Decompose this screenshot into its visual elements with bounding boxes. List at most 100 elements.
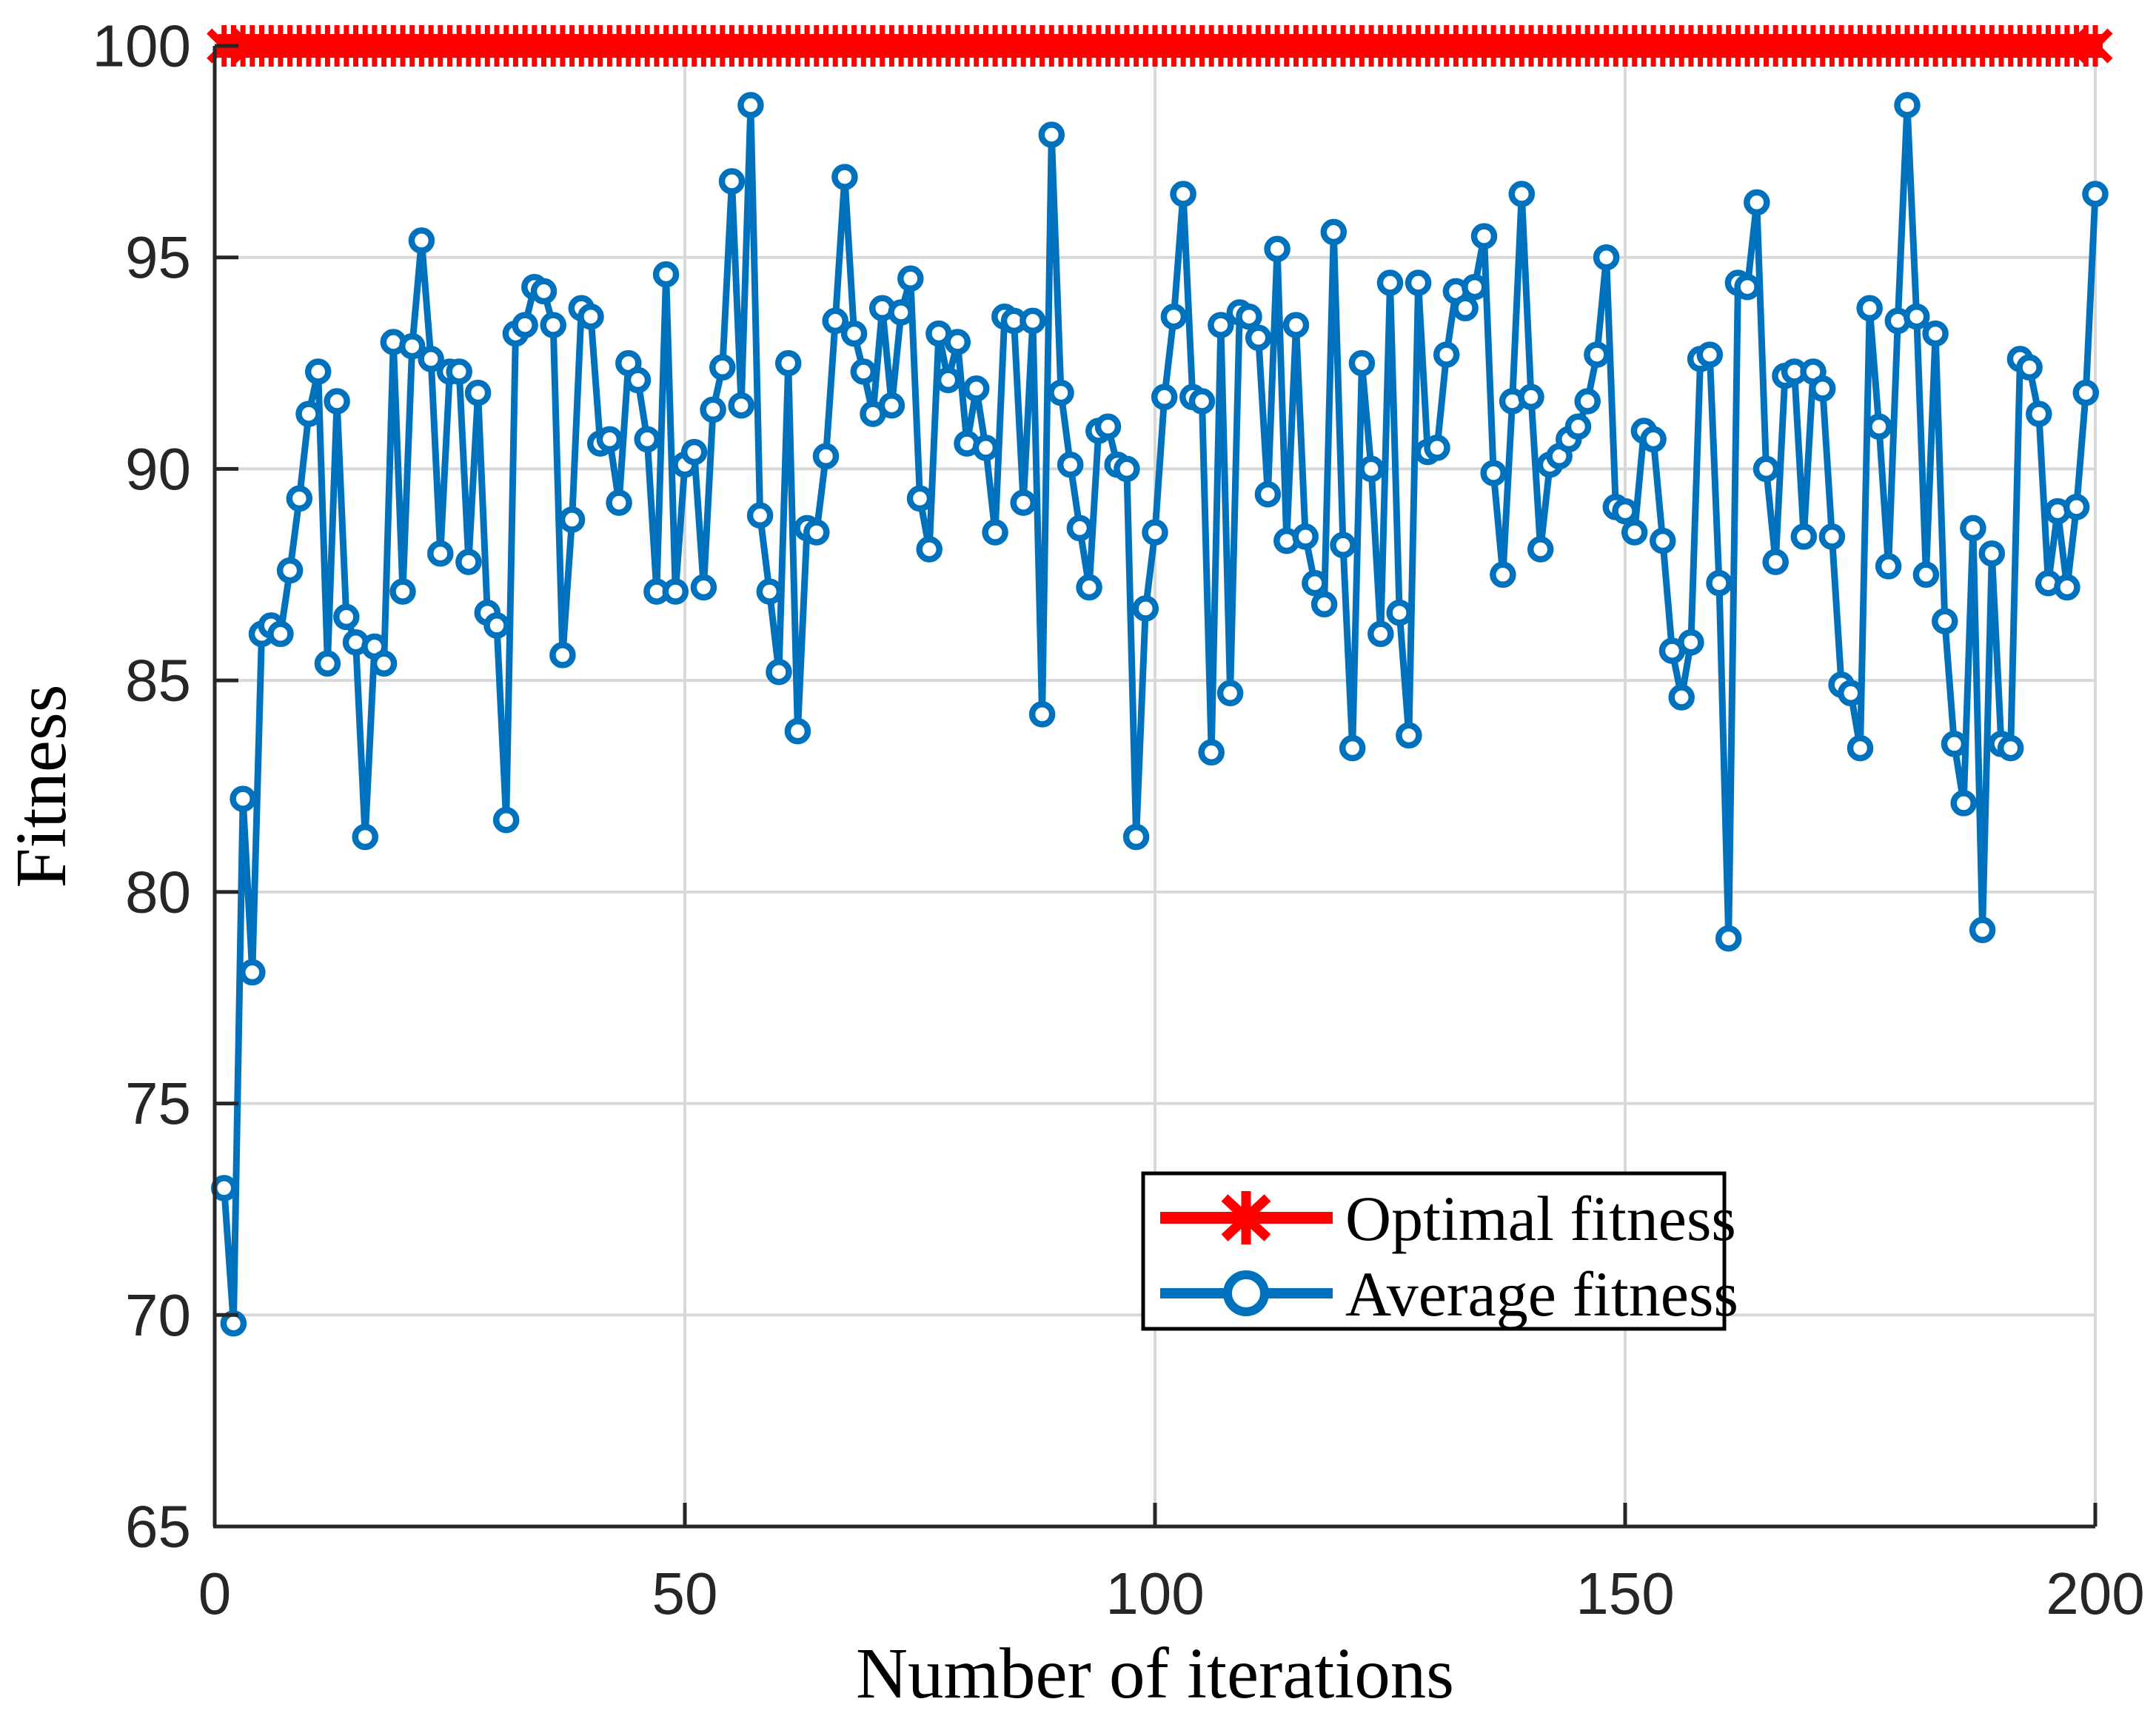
data-point-marker: [1302, 569, 1328, 597]
data-point-marker: [1358, 455, 1385, 483]
average-fitness-line: [221, 101, 2099, 1327]
data-point-marker: [446, 358, 472, 385]
data-point-marker: [1640, 426, 1667, 453]
y-tick-label: 90: [125, 436, 191, 502]
data-point-marker: [1348, 349, 1376, 377]
data-point-marker: [1894, 92, 1921, 118]
data-point-marker: [1452, 295, 1479, 322]
data-point-marker: [540, 312, 566, 338]
data-point-marker: [737, 92, 764, 118]
data-point-marker: [822, 307, 848, 335]
data-point-marker: [1574, 388, 1601, 415]
data-point-marker: [1216, 680, 1244, 707]
data-point-marker: [1997, 734, 2024, 762]
asterisk-stroke-d2: [1221, 1194, 1271, 1241]
data-point-marker: [1932, 608, 1958, 634]
data-point-marker: [831, 164, 858, 190]
data-point-marker: [1405, 269, 1432, 296]
data-point-marker: [333, 603, 360, 631]
data-point-marker: [1969, 916, 1996, 944]
data-point-marker: [1020, 307, 1046, 335]
data-point-marker: [1960, 515, 1986, 542]
data-point-marker: [624, 366, 652, 394]
data-point-marker: [1818, 523, 1846, 550]
data-point-marker: [1706, 569, 1732, 597]
data-point-marker: [464, 379, 492, 406]
data-point-marker: [314, 650, 341, 677]
data-point-marker: [897, 265, 924, 292]
data-point-marker: [418, 346, 444, 372]
y-tick-label: 75: [125, 1070, 191, 1136]
data-point-marker: [1866, 413, 1892, 440]
data-point-marker: [1480, 460, 1507, 486]
data-point-marker: [1490, 561, 1516, 589]
y-tick-label: 65: [125, 1494, 191, 1560]
data-point-marker: [512, 312, 538, 338]
data-point-marker: [1151, 383, 1178, 411]
data-point-marker: [324, 388, 350, 415]
data-point-marker: [709, 354, 736, 381]
data-point-marker: [1198, 739, 1225, 766]
data-point-marker: [1875, 553, 1902, 580]
x-tick-label: 50: [652, 1561, 718, 1626]
data-point-marker: [1424, 435, 1450, 461]
data-point-marker: [286, 485, 313, 512]
optimal-end-asterisk: [2078, 28, 2113, 64]
data-point-marker: [1752, 455, 1780, 483]
data-point-marker: [210, 1175, 238, 1201]
data-point-marker: [1527, 536, 1554, 563]
data-point-marker: [662, 578, 689, 605]
data-point-marker: [1048, 379, 1074, 406]
data-point-marker: [652, 261, 680, 288]
data-point-marker: [1912, 561, 1940, 589]
data-point-marker: [1310, 591, 1338, 618]
data-point-marker: [1856, 295, 1883, 322]
data-point-marker: [1282, 312, 1310, 338]
y-tick-label: 95: [125, 224, 191, 290]
data-point-marker: [812, 443, 840, 470]
data-point-marker: [606, 489, 632, 516]
data-point-marker: [972, 435, 1000, 461]
data-point-marker: [906, 485, 934, 512]
data-point-marker: [916, 536, 943, 563]
data-point-marker: [1245, 324, 1272, 352]
data-point-marker: [276, 557, 304, 584]
data-point-marker: [1010, 489, 1037, 516]
data-point-marker: [389, 578, 416, 605]
data-point-marker: [1696, 341, 1724, 368]
legend-label-optimal: Optimal fitness: [1345, 1183, 1736, 1254]
data-point-marker: [2016, 354, 2043, 381]
data-point-marker: [239, 959, 266, 986]
data-point-marker: [352, 823, 378, 851]
data-point-marker: [2026, 400, 2052, 427]
data-point-marker: [850, 358, 877, 385]
data-point-marker: [934, 366, 962, 394]
data-point-marker: [1941, 731, 1968, 757]
y-tick-label: 100: [93, 13, 191, 79]
data-point-marker: [2063, 494, 2090, 520]
data-point-marker: [944, 329, 971, 355]
data-point-marker: [1922, 320, 1949, 347]
data-point-marker: [1838, 680, 1864, 707]
x-tick-label: 100: [1105, 1561, 1204, 1626]
data-point-marker: [1376, 269, 1404, 296]
data-point-marker: [455, 549, 482, 575]
data-point-marker: [2054, 574, 2080, 601]
data-point-marker: [1396, 722, 1422, 749]
data-point-marker: [1028, 701, 1056, 728]
data-point-marker: [1903, 303, 1930, 330]
data-point-marker: [878, 392, 905, 419]
plot-area: 0 50 100 150 200 65 70 75 80 85 90 95 100: [93, 13, 2145, 1627]
data-point-marker: [1188, 388, 1216, 415]
data-point-marker: [549, 642, 576, 668]
data-point-marker: [1076, 574, 1102, 601]
data-point-marker: [1208, 312, 1234, 338]
data-point-marker: [427, 540, 454, 567]
y-axis-label: Fitness: [1, 685, 81, 888]
data-point-marker: [267, 620, 294, 648]
data-point-marker: [1292, 523, 1319, 550]
data-point-marker: [962, 375, 990, 402]
data-point-marker: [1122, 823, 1150, 851]
